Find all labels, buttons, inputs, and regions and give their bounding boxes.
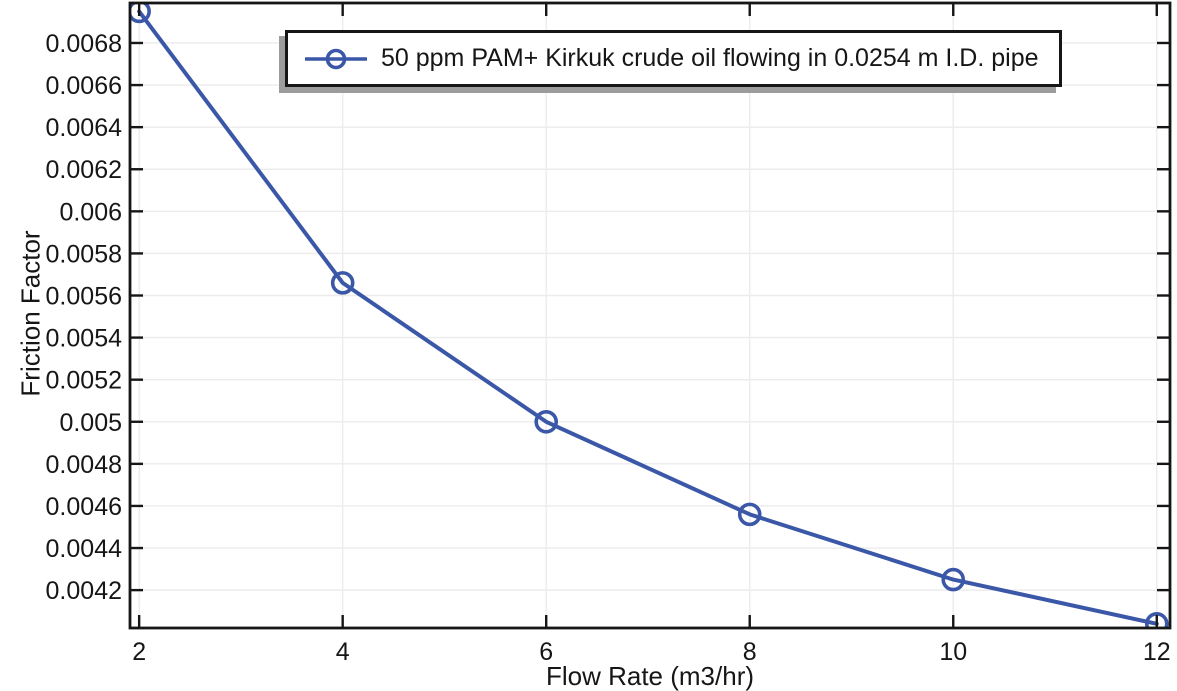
y-tick-label: 0.0052 bbox=[46, 367, 122, 395]
y-tick-label: 0.0068 bbox=[46, 30, 122, 58]
axis-ticks bbox=[130, 3, 1170, 628]
y-tick-label: 0.0056 bbox=[46, 283, 122, 311]
data-line bbox=[137, 9, 1159, 626]
y-tick-label: 0.005 bbox=[59, 409, 122, 437]
data-point-marker bbox=[534, 409, 559, 434]
x-tick-label: 12 bbox=[1143, 638, 1171, 666]
y-tick-label: 0.0054 bbox=[46, 325, 123, 353]
data-point-marker bbox=[941, 567, 966, 592]
x-tick-label: 8 bbox=[743, 638, 757, 666]
y-tick-label: 0.0058 bbox=[46, 240, 122, 268]
y-tick-label: 0.0048 bbox=[46, 451, 122, 479]
data-series bbox=[130, 3, 1169, 628]
x-axis-title: Flow Rate (m3/hr) bbox=[545, 661, 755, 691]
x-tick-label: 4 bbox=[336, 638, 350, 666]
y-tick-label: 0.0046 bbox=[46, 493, 122, 521]
legend-box: 50 ppm PAM+ Kirkuk crude oil flowing in … bbox=[285, 30, 1062, 87]
legend-series-marker-icon bbox=[305, 48, 367, 69]
plot-frame bbox=[128, 1, 1172, 630]
tick-labels: 2 4 6 8 10 12 0.0042 0.0044 0.0046 0.0048 0.005 0.0… bbox=[46, 30, 1171, 666]
data-point-marker bbox=[130, 3, 151, 24]
x-tick-label: 2 bbox=[132, 638, 146, 666]
x-tick-label: 10 bbox=[939, 638, 967, 666]
y-tick-label: 0.0044 bbox=[46, 535, 123, 563]
y-tick-label: 0.006 bbox=[59, 198, 122, 226]
legend-label: 50 ppm PAM+ Kirkuk crude oil flowing in … bbox=[381, 44, 1039, 72]
y-tick-label: 0.0066 bbox=[46, 72, 122, 100]
data-point-marker bbox=[330, 271, 355, 295]
y-tick-label: 0.0042 bbox=[46, 577, 122, 605]
x-tick-label: 6 bbox=[539, 638, 553, 666]
y-tick-label: 0.0064 bbox=[46, 114, 123, 142]
y-axis-title: Friction Factor bbox=[15, 230, 46, 397]
data-point-marker bbox=[1144, 611, 1169, 628]
data-point-marker bbox=[737, 502, 762, 527]
y-tick-label: 0.0062 bbox=[46, 156, 122, 184]
gridlines bbox=[130, 3, 1170, 628]
